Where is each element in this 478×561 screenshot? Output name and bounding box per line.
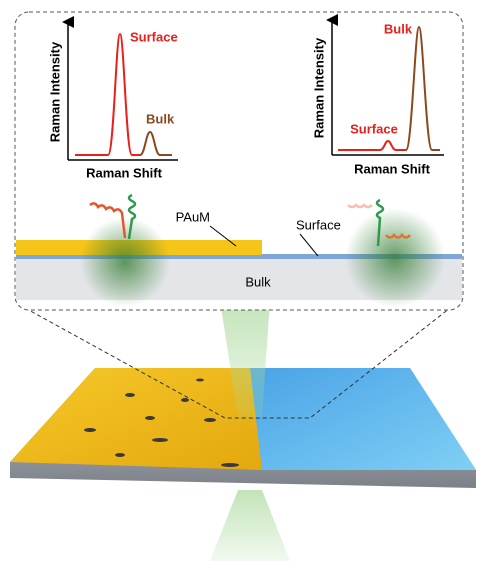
surface-label: Surface xyxy=(296,217,341,232)
gold-film xyxy=(10,368,262,470)
x-label: Raman Shift xyxy=(86,165,163,180)
peak-label: Bulk xyxy=(384,21,413,36)
x-label: Raman Shift xyxy=(354,161,431,176)
diagram: PAuM Surface Bulk Surface Bulk Raman Shi… xyxy=(0,0,478,561)
bulk-label: Bulk xyxy=(245,274,271,289)
film-label: PAuM xyxy=(176,209,210,224)
y-label: Raman Intensity xyxy=(311,37,326,138)
peak-label: Surface xyxy=(350,121,398,136)
peak-label: Surface xyxy=(130,29,178,44)
laser-spot xyxy=(345,208,445,308)
y-label: Raman Intensity xyxy=(47,41,62,142)
blue-surface xyxy=(250,368,476,470)
peak-label: Bulk xyxy=(146,111,175,126)
laser-beam xyxy=(210,490,290,561)
